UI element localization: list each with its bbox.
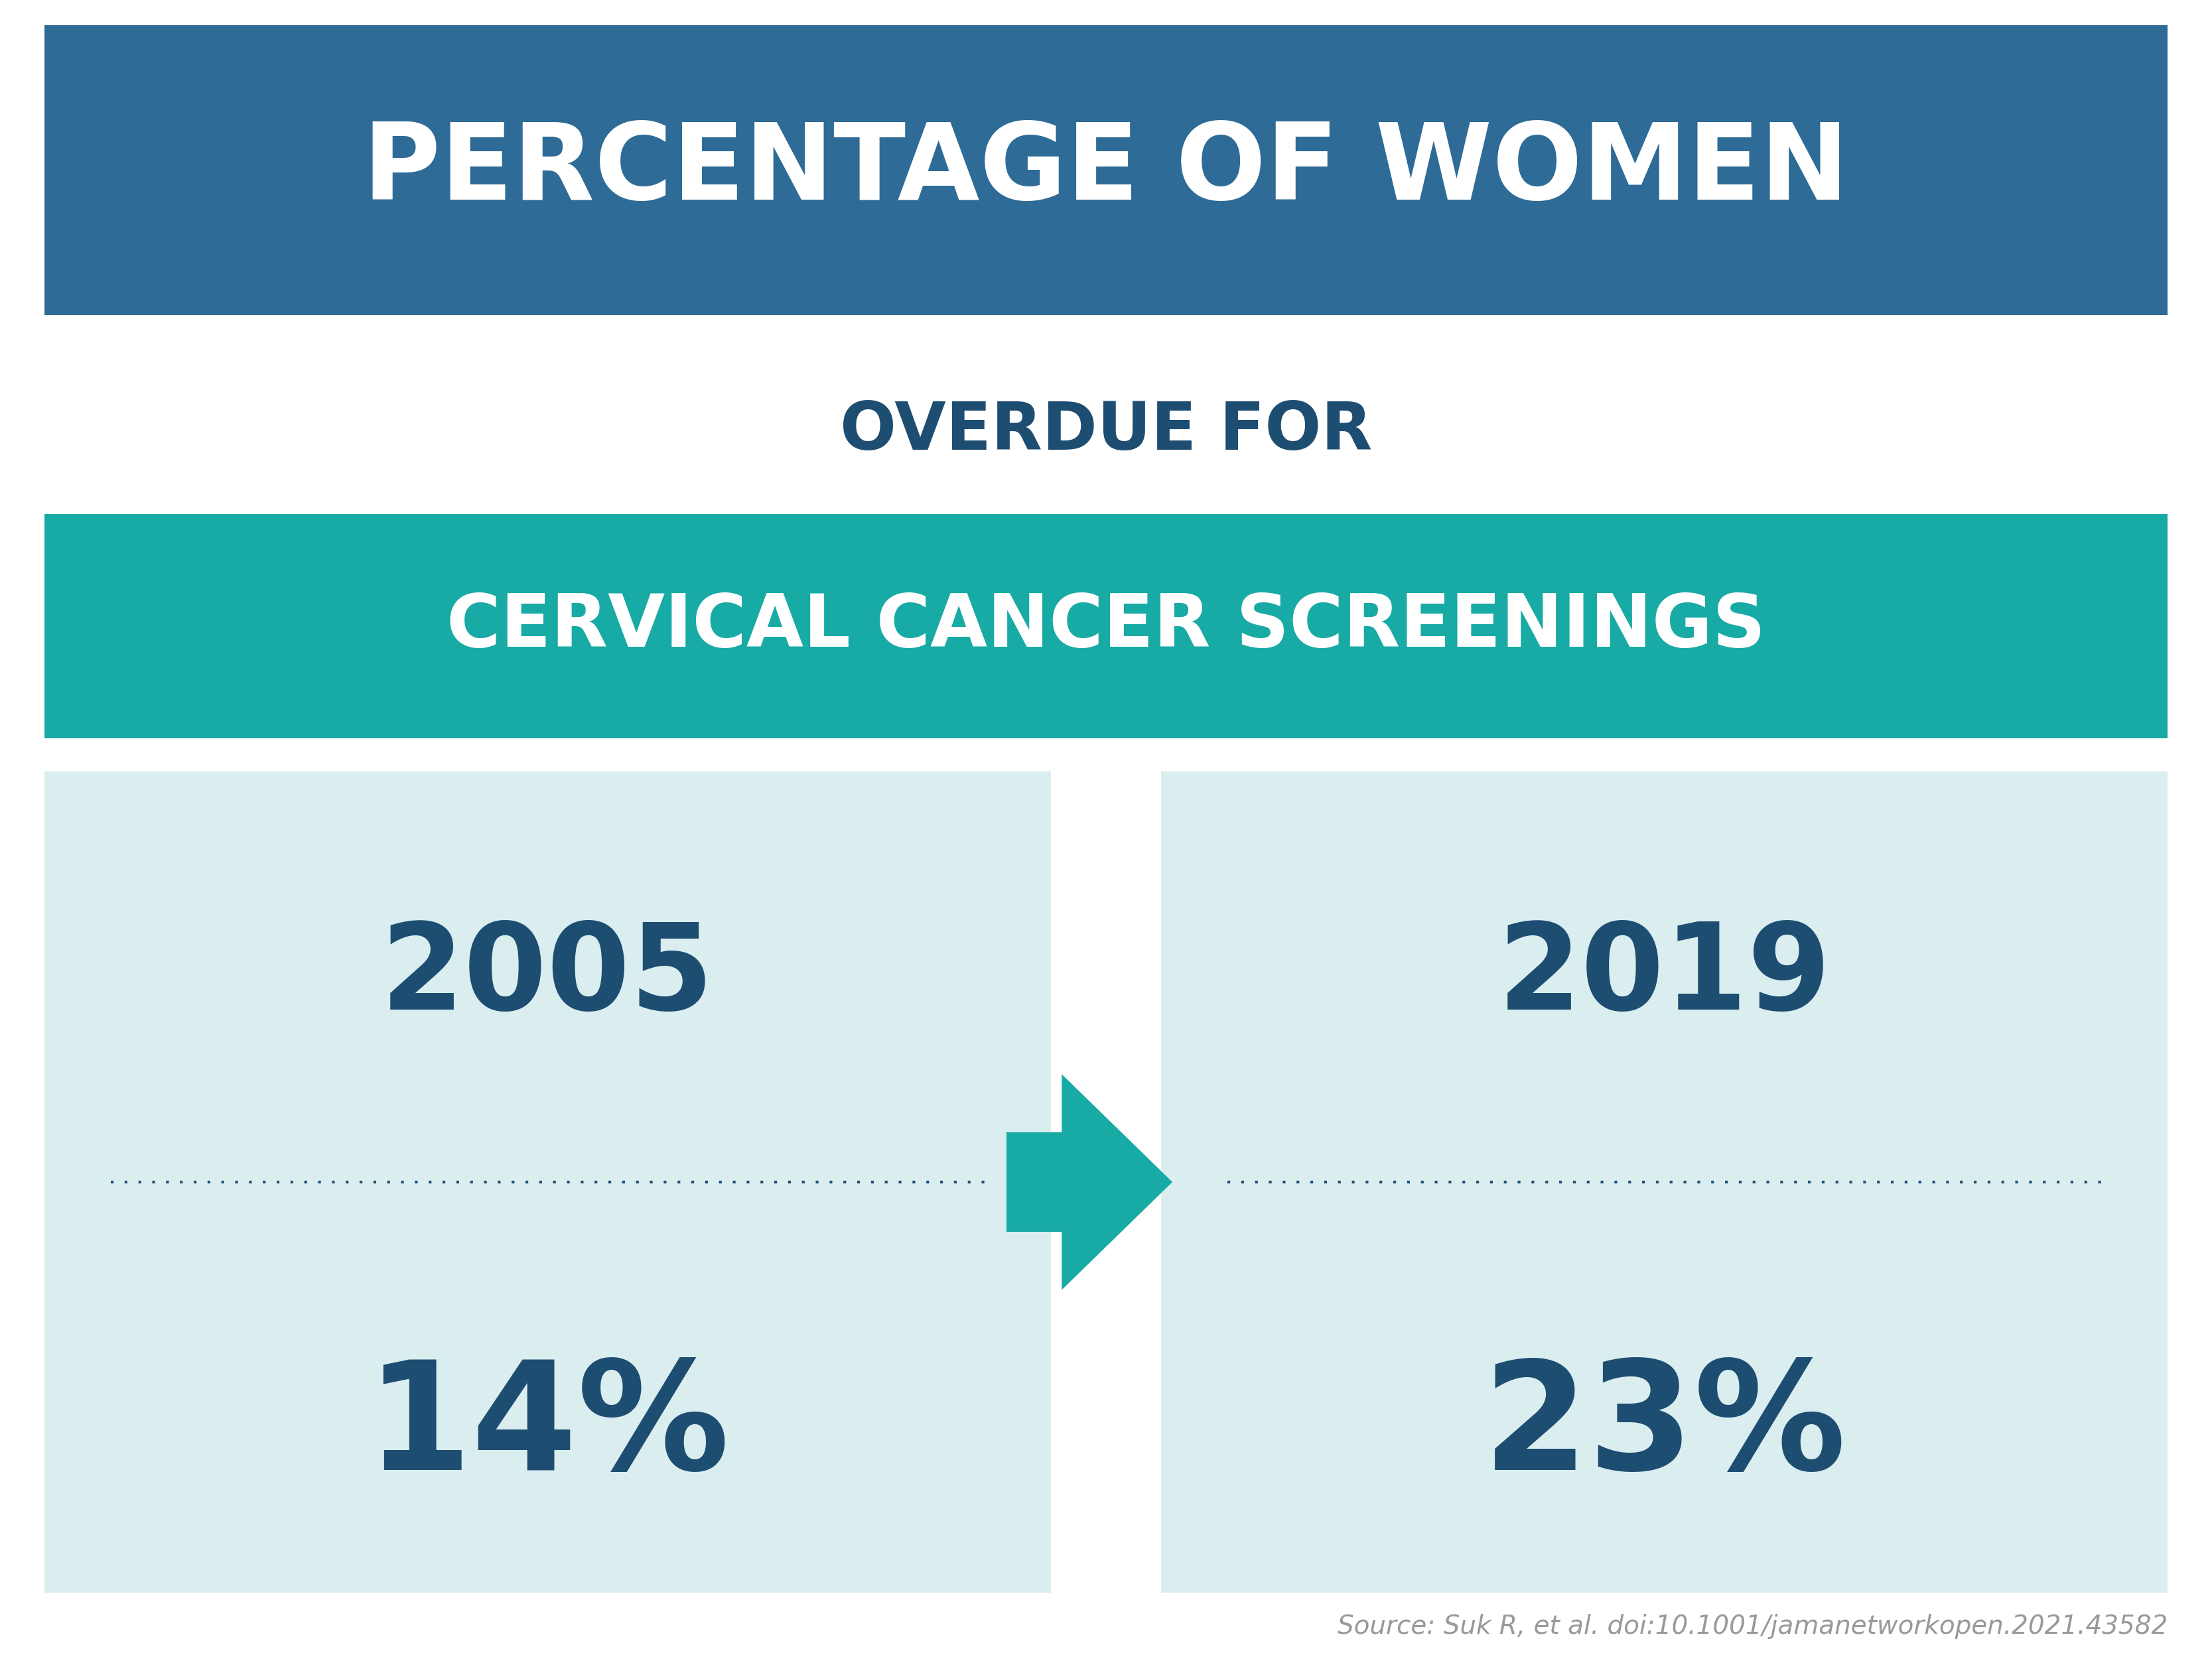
Text: CERVICAL CANCER SCREENINGS: CERVICAL CANCER SCREENINGS [447,591,1765,662]
Text: 23%: 23% [1482,1355,1847,1501]
Text: PERCENTAGE OF WOMEN: PERCENTAGE OF WOMEN [363,119,1849,221]
Bar [44,771,1051,1593]
Bar [44,25,2168,315]
Text: 2019: 2019 [1498,919,1832,1035]
Text: OVERDUE FOR: OVERDUE FOR [841,400,1371,463]
Bar [44,514,2168,738]
Text: 2005: 2005 [380,919,714,1035]
Text: 14%: 14% [365,1355,730,1501]
Bar [1161,771,2168,1593]
FancyArrow shape [1006,1075,1172,1291]
Text: Source: Suk R, et al. doi:10.1001/jamanetworkopen.2021.43582: Source: Suk R, et al. doi:10.1001/jamane… [1338,1614,2168,1639]
